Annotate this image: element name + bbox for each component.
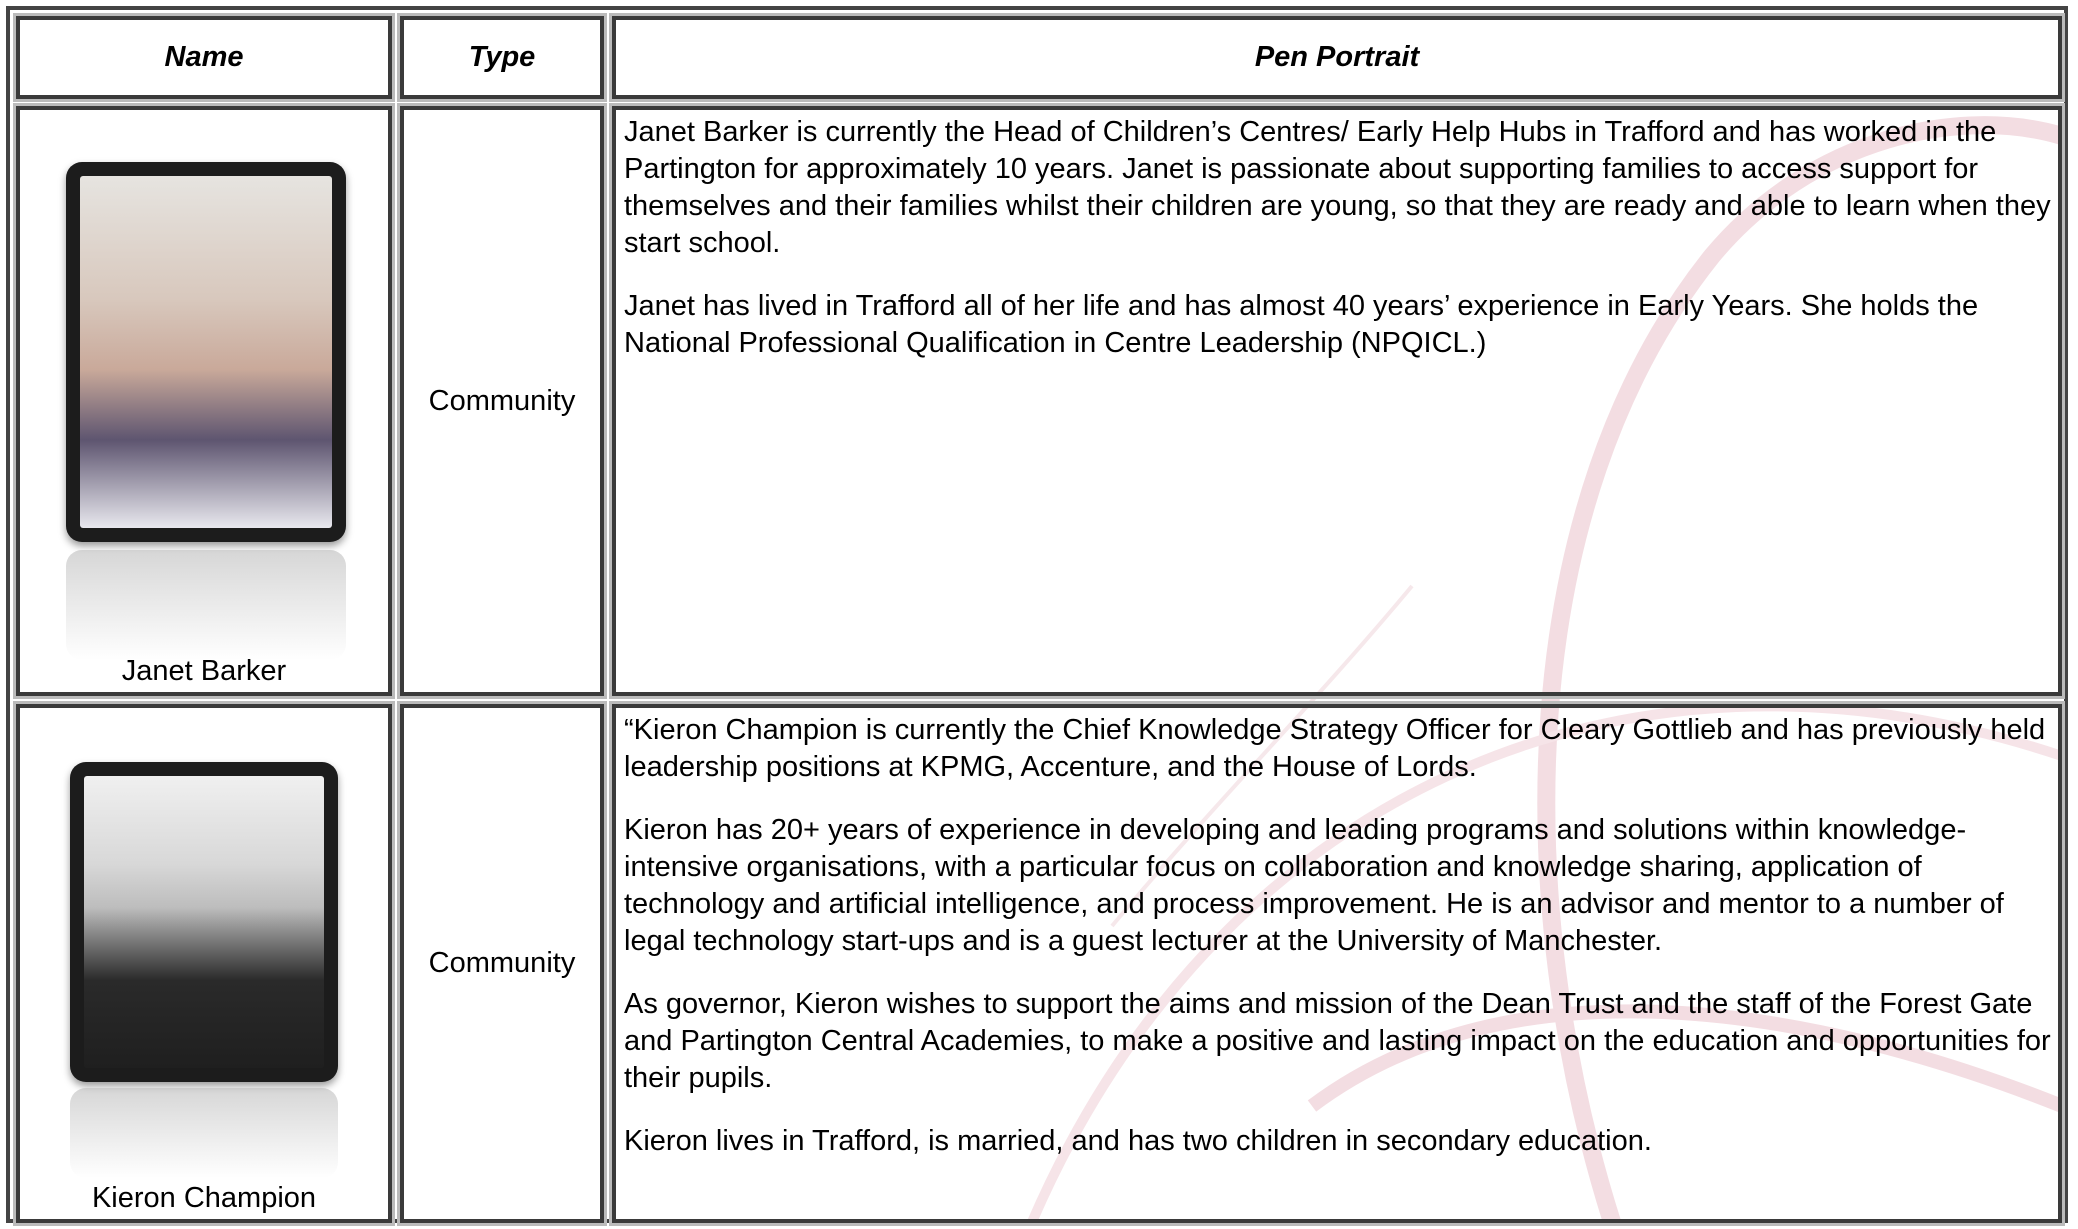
person-type: Community [428, 947, 576, 979]
photo-reflection [70, 1088, 338, 1178]
header-cell: Type [397, 13, 607, 102]
person-type: Community [428, 384, 576, 417]
header-pen-portrait: Pen Portrait [1254, 41, 1420, 73]
name-cell: Janet Barker [13, 103, 395, 699]
paragraph: Kieron has 20+ years of experience in de… [624, 814, 2004, 957]
person-name: Kieron Champion [91, 1182, 317, 1214]
paragraph: Janet has lived in Trafford all of her l… [624, 290, 1979, 359]
header-name: Name [164, 41, 244, 73]
type-cell: Community [397, 701, 607, 1226]
pen-portrait-cell: Janet Barker is currently the Head of Ch… [609, 103, 2065, 699]
header-cell: Pen Portrait [609, 13, 2065, 102]
paragraph: Kieron lives in Trafford, is married, an… [624, 1125, 1652, 1157]
name-cell: Kieron Champion [13, 701, 395, 1226]
paragraph: “Kieron Champion is currently the Chief … [624, 714, 2046, 783]
type-cell: Community [397, 103, 607, 699]
photo-reflection [66, 550, 346, 660]
person-name: Janet Barker [121, 655, 287, 687]
header-type: Type [468, 41, 536, 73]
paragraph: As governor, Kieron wishes to support th… [624, 988, 2051, 1094]
portrait-photo [70, 762, 338, 1082]
paragraph: Janet Barker is currently the Head of Ch… [624, 116, 2051, 259]
pen-portrait-cell: “Kieron Champion is currently the Chief … [609, 701, 2065, 1226]
header-cell: Name [13, 13, 395, 102]
portrait-photo [66, 162, 346, 542]
